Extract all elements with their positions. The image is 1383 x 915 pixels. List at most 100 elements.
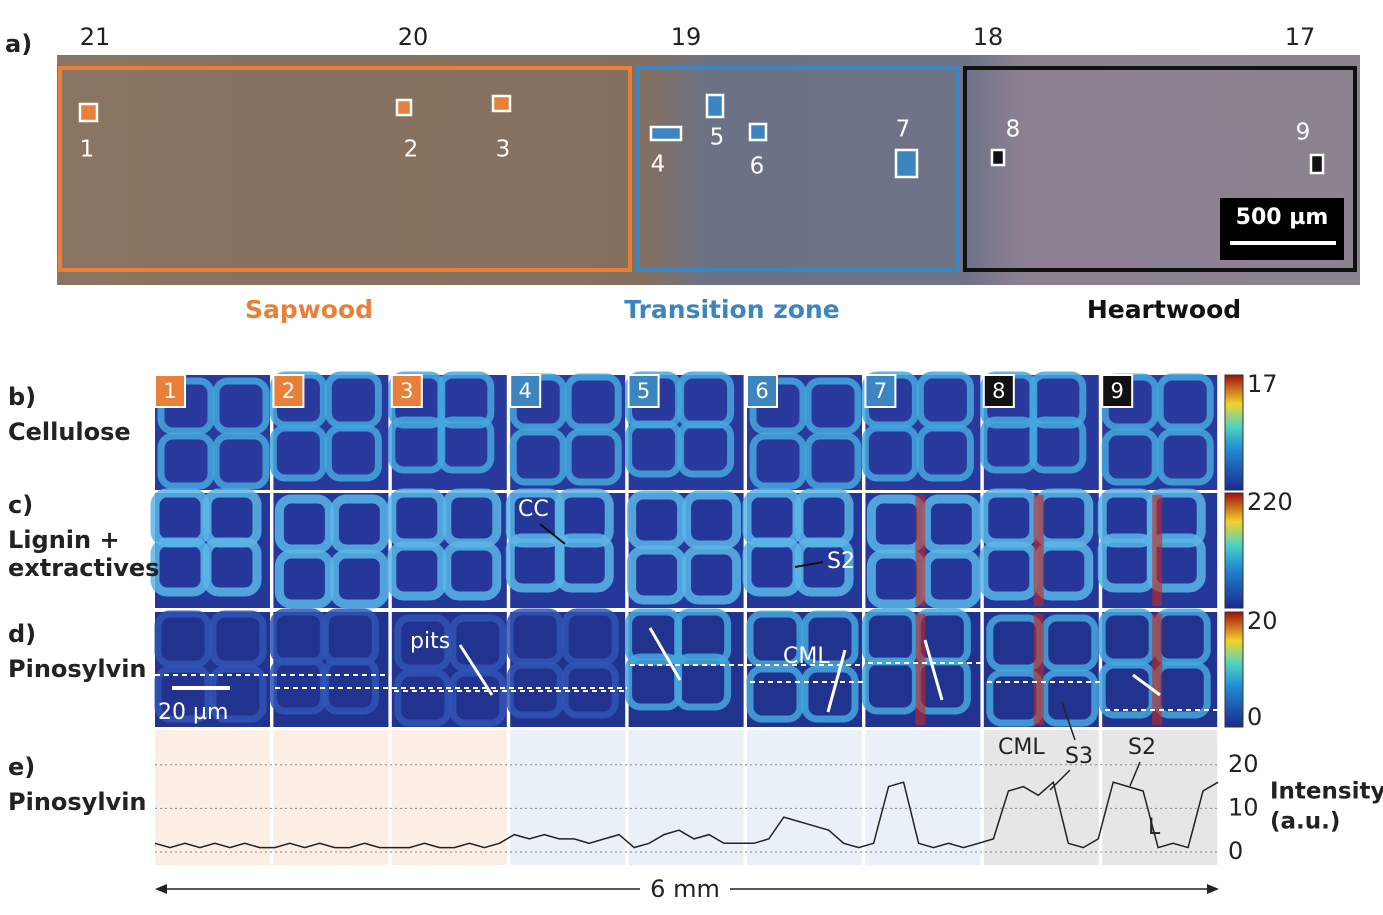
cell-wall [437,371,495,429]
annotation: CC [518,497,549,522]
pointer [1049,769,1071,791]
cell-wall [1146,533,1206,593]
site-badge-label: 1 [163,379,176,403]
y-tick-label: 0 [1228,837,1243,865]
span-arrow [155,884,167,894]
cell-wall [1146,488,1206,548]
site-badge [746,374,778,408]
cell-wall [1156,428,1214,486]
site-badge [390,374,423,408]
zone-box [963,66,1357,272]
cell-wall [212,377,270,435]
pointer [539,523,566,545]
annotation: pits [410,629,450,654]
ring-number: 20 [398,23,429,51]
cell-wall [394,669,452,727]
site-label: 5 [710,125,725,151]
axis-label: (a.u.) [1270,809,1340,835]
cell-wall [1029,416,1087,474]
site-badge [154,374,186,408]
row-label: b) [8,383,36,411]
site-label: 4 [651,152,666,178]
cell-wall [387,541,447,601]
ring-number: 21 [80,23,111,51]
cell-wall [554,533,614,593]
site-badge-label: 3 [400,379,413,403]
cell-wall [329,549,389,609]
site-marker [990,148,1006,167]
span-arrow [1207,884,1219,894]
annotation: 20 µm [158,700,228,725]
arrow [923,639,944,701]
annotation: S3 [1065,744,1093,769]
colorbar-label: 220 [1247,488,1293,516]
profile-bg [747,730,862,865]
arrow [648,627,682,681]
profile-bg [273,730,389,865]
colorbar-label: 20 [1247,607,1278,635]
hot-spot [1033,614,1044,725]
cell-wall [674,608,732,666]
cell-wall [274,494,334,554]
site-marker [491,94,512,113]
scale-bar-box [1220,198,1344,260]
cell-wall [804,377,862,435]
colorbar [1224,374,1244,491]
profile-bg [510,730,626,865]
site-marker [649,125,683,142]
ring-number: 18 [973,23,1004,51]
cell-wall [202,537,262,597]
profile-bg [628,730,744,865]
cell-wall [1041,614,1099,672]
span-label: 6 mm [650,875,720,903]
pointer [1129,761,1141,787]
cell-wall [564,373,622,431]
pointer [1061,701,1076,741]
colorbar-label: 17 [1247,370,1278,398]
cell-wall [212,432,270,490]
cell-wall [916,424,974,482]
site-badge [864,374,897,408]
site-marker [395,98,413,117]
row-label: c) [8,491,33,519]
cell-wall [437,416,495,474]
annotation: S2 [827,549,855,574]
cell-wall [677,420,735,478]
row-name: Pinosylvin [8,788,147,816]
cell-wall [554,488,614,548]
site-badge-label: 9 [1111,379,1124,403]
cell-wall [682,545,742,605]
panel-label: a) [5,30,32,58]
site-badge-label: 6 [755,379,768,403]
profile-bg [391,730,507,865]
site-marker [748,122,768,142]
cell-wall [449,614,507,672]
site-label: 9 [1296,120,1311,146]
scale-bar-label: 500 µm [1236,205,1329,230]
profile-bg [983,730,1099,865]
cell-wall [394,614,452,672]
annotation: CML [998,735,1045,760]
site-badge-label: 4 [519,379,532,403]
row-label: e) [8,753,35,781]
cell-wall [329,494,389,554]
zone-label: Transition zone [624,295,839,324]
cell-wall [804,432,862,490]
arrow [1132,673,1161,697]
site-badge-label: 2 [282,379,295,403]
cell-wall [746,665,804,723]
site-marker [78,102,99,123]
hot-spot [1033,495,1044,606]
profile-bg [865,730,981,865]
cell-wall [627,545,687,605]
cell-wall [921,494,981,554]
cell-wall [801,665,859,723]
zone-label: Heartwood [1087,295,1241,324]
colorbar [1224,492,1244,609]
arrow [458,644,494,696]
site-label: 8 [1006,117,1021,143]
cell-wall [269,424,327,482]
arrow [826,649,847,713]
